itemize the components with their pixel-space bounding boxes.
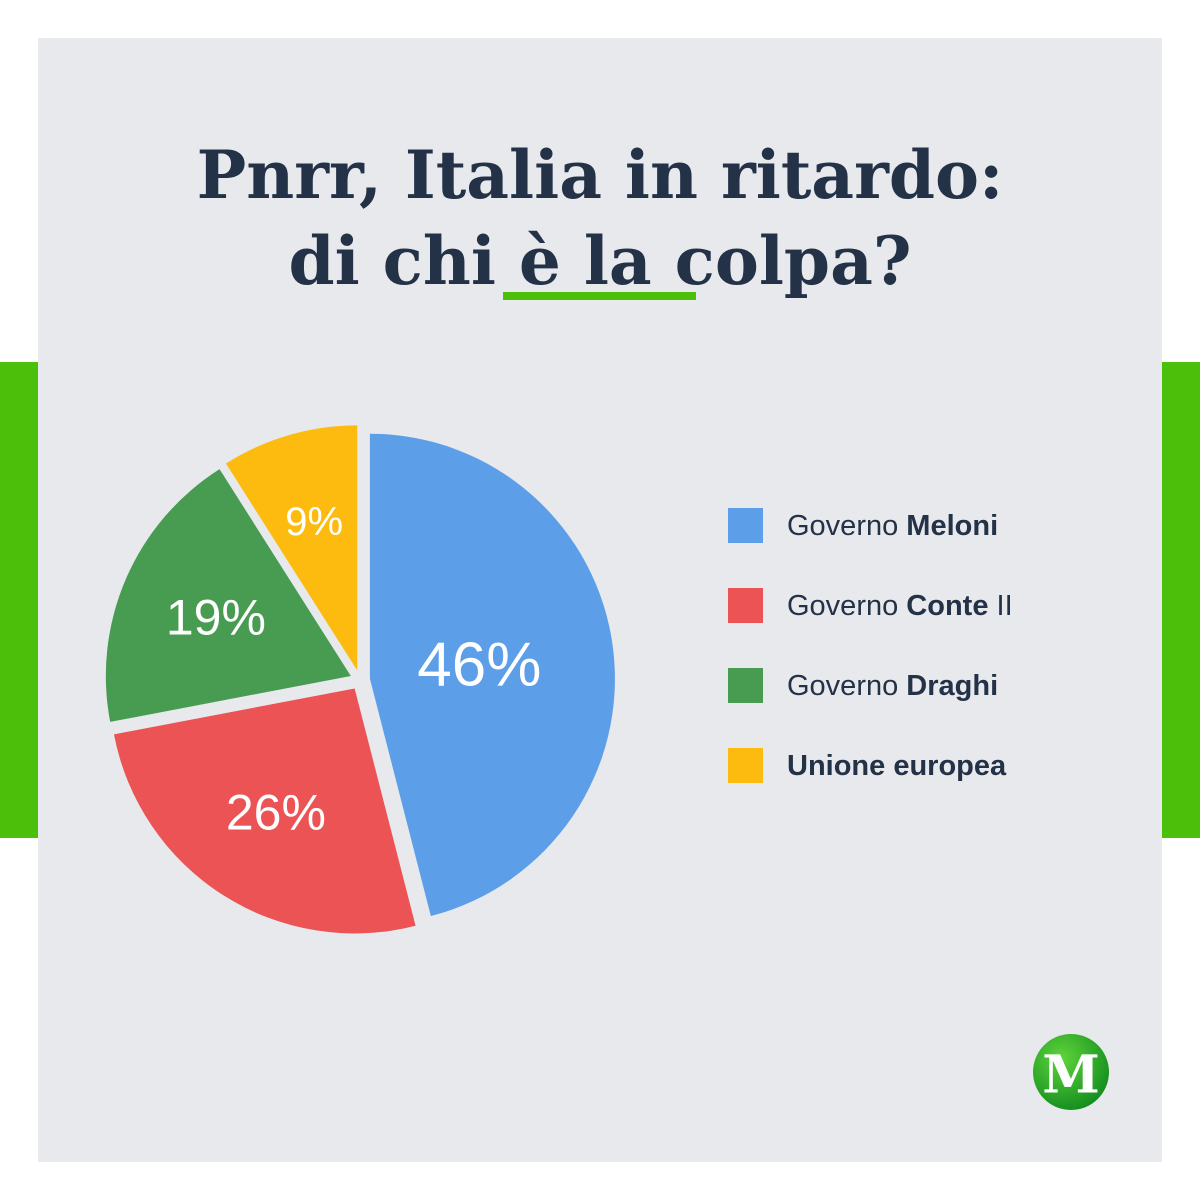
- m-logo-icon: M: [1033, 1034, 1109, 1110]
- legend-label: Governo Meloni: [787, 508, 998, 544]
- legend-swatch: [728, 588, 763, 623]
- legend-label-prefix: Governo: [787, 590, 907, 622]
- pie-slice-label-3: 19%: [166, 590, 266, 646]
- legend-label-emphasis: Conte: [906, 590, 989, 622]
- pie-slice-label-1: 46%: [417, 630, 541, 699]
- pie-slice-label-2: 26%: [226, 785, 326, 841]
- legend-item-3: Governo Draghi: [728, 668, 1013, 748]
- legend-swatch: [728, 508, 763, 543]
- pie-chart: 46% 26% 19% 9%: [105, 425, 615, 934]
- infographic-panel: Pnrr, Italia in ritardo: di chi è la col…: [38, 38, 1162, 1162]
- legend-swatch: [728, 668, 763, 703]
- legend-label-suffix: II: [988, 590, 1013, 622]
- pie-slice-2: [113, 688, 416, 934]
- chart-title: Pnrr, Italia in ritardo: di chi è la col…: [38, 132, 1162, 304]
- legend-label: Unione europea: [787, 748, 1006, 784]
- chart-title-line-2: di chi è la colpa?: [288, 222, 912, 300]
- legend-item-1: Governo Meloni: [728, 508, 1013, 588]
- pie-slice-label-4: 9%: [285, 500, 343, 544]
- logo-letter: M: [1042, 1045, 1100, 1106]
- pie-slice-4: [225, 425, 358, 671]
- legend-label-prefix: Governo: [787, 510, 907, 542]
- legend-item-2: Governo Conte II: [728, 588, 1013, 668]
- title-underline: [503, 292, 696, 300]
- legend-label-emphasis: Meloni: [906, 510, 999, 542]
- legend-swatch: [728, 748, 763, 783]
- chart-legend: Governo Meloni Governo Conte II Governo Dr…: [728, 508, 1013, 828]
- legend-label: Governo Draghi: [787, 668, 998, 704]
- legend-label: Governo Conte II: [787, 588, 1013, 624]
- left-accent-bar: [0, 362, 38, 838]
- legend-label-emphasis: Draghi: [906, 670, 999, 702]
- legend-label-prefix: Governo: [787, 670, 907, 702]
- pie-slice-1: [369, 433, 615, 917]
- legend-item-4: Unione europea: [728, 748, 1013, 828]
- legend-label-emphasis: Unione europea: [787, 750, 1007, 782]
- right-accent-bar: [1162, 362, 1200, 838]
- chart-title-line-1: Pnrr, Italia in ritardo:: [196, 136, 1004, 214]
- pie-slice-3: [105, 469, 351, 722]
